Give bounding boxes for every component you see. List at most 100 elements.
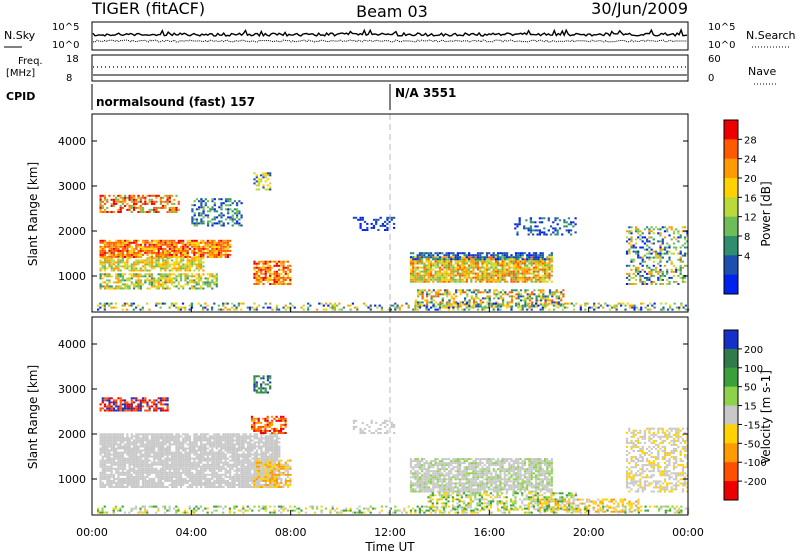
- power-ylabel: Slant Range [km]: [26, 162, 40, 266]
- range-cell: [133, 455, 136, 458]
- range-cell: [240, 224, 243, 227]
- range-cell: [579, 306, 582, 309]
- range-cell: [130, 211, 133, 213]
- range-cell: [110, 469, 113, 472]
- range-cell: [148, 473, 151, 476]
- range-cell: [475, 295, 478, 298]
- range-cell: [269, 306, 272, 309]
- range-cell: [186, 461, 189, 464]
- range-cell: [204, 445, 207, 448]
- range-cell: [560, 291, 563, 294]
- range-cell: [456, 264, 459, 267]
- range-cell: [641, 232, 644, 235]
- range-cell: [532, 252, 535, 255]
- range-cell: [542, 289, 545, 292]
- range-cell: [641, 236, 644, 239]
- range-cell: [173, 273, 176, 276]
- range-cell: [417, 301, 420, 304]
- range-cell: [164, 273, 167, 276]
- range-cell: [481, 278, 484, 281]
- range-cell: [155, 439, 158, 442]
- range-cell: [557, 301, 561, 304]
- range-cell: [135, 453, 138, 456]
- range-cell: [186, 283, 189, 286]
- range-cell: [130, 273, 133, 276]
- range-cell: [452, 305, 455, 308]
- range-cell: [146, 463, 149, 466]
- range-cell: [200, 439, 203, 442]
- range-cell: [137, 277, 140, 280]
- range-cell: [193, 483, 196, 486]
- range-cell: [436, 256, 439, 259]
- range-cell: [193, 453, 196, 456]
- range-cell: [269, 268, 272, 271]
- range-cell: [108, 285, 111, 288]
- range-cell: [162, 443, 165, 446]
- range-cell: [188, 465, 191, 468]
- range-cell: [584, 308, 587, 311]
- range-cell: [470, 276, 473, 279]
- range-cell: [209, 459, 212, 462]
- range-cell: [162, 259, 165, 262]
- range-cell: [262, 268, 265, 271]
- range-cell: [101, 441, 104, 444]
- range-cell: [255, 272, 258, 275]
- range-cell: [133, 453, 136, 456]
- range-cell: [133, 253, 136, 256]
- range-cell: [155, 265, 158, 268]
- range-cell: [206, 451, 209, 454]
- range-cell: [186, 473, 189, 476]
- range-cell: [497, 291, 500, 294]
- range-cell: [157, 206, 160, 209]
- range-cell: [103, 239, 107, 242]
- range-cell: [202, 256, 205, 258]
- range-cell: [639, 262, 642, 265]
- range-cell: [463, 274, 466, 277]
- range-cell: [164, 435, 167, 438]
- range-cell: [544, 302, 547, 305]
- range-cell: [117, 475, 120, 478]
- range-cell: [110, 443, 113, 446]
- range-cell: [119, 467, 122, 470]
- range-cell: [490, 276, 493, 279]
- range-cell: [450, 272, 453, 275]
- range-cell: [519, 295, 523, 298]
- range-cell: [218, 198, 221, 201]
- range-cell: [126, 251, 129, 254]
- range-cell: [229, 483, 232, 486]
- range-cell: [171, 479, 174, 482]
- range-cell: [494, 254, 497, 257]
- range-cell: [454, 256, 457, 259]
- range-cell: [117, 467, 120, 470]
- range-cell: [546, 264, 549, 267]
- range-cell: [684, 254, 687, 257]
- range-cell: [278, 260, 281, 263]
- range-cell: [379, 216, 382, 219]
- range-cell: [150, 279, 154, 282]
- range-cell: [175, 439, 178, 442]
- range-cell: [157, 461, 160, 464]
- range-cell: [490, 262, 493, 265]
- range-cell: [443, 270, 446, 273]
- range-cell: [233, 486, 236, 488]
- range-cell: [124, 285, 127, 288]
- range-cell: [648, 270, 651, 273]
- range-cell: [257, 188, 261, 191]
- range-cell: [168, 281, 171, 284]
- range-cell: [115, 469, 118, 472]
- range-cell: [255, 306, 258, 309]
- range-cell: [103, 459, 107, 462]
- range-cell: [124, 263, 127, 266]
- range-cell: [162, 263, 165, 266]
- range-cell: [106, 200, 109, 203]
- range-cell: [222, 486, 225, 488]
- range-cell: [103, 304, 106, 307]
- range-cell: [483, 256, 486, 259]
- range-cell: [177, 251, 180, 254]
- range-cell: [191, 447, 194, 450]
- range-cell: [106, 455, 109, 458]
- range-cell: [436, 258, 439, 261]
- range-cell: [535, 260, 538, 263]
- range-cell: [161, 302, 164, 305]
- range-cell: [222, 214, 225, 217]
